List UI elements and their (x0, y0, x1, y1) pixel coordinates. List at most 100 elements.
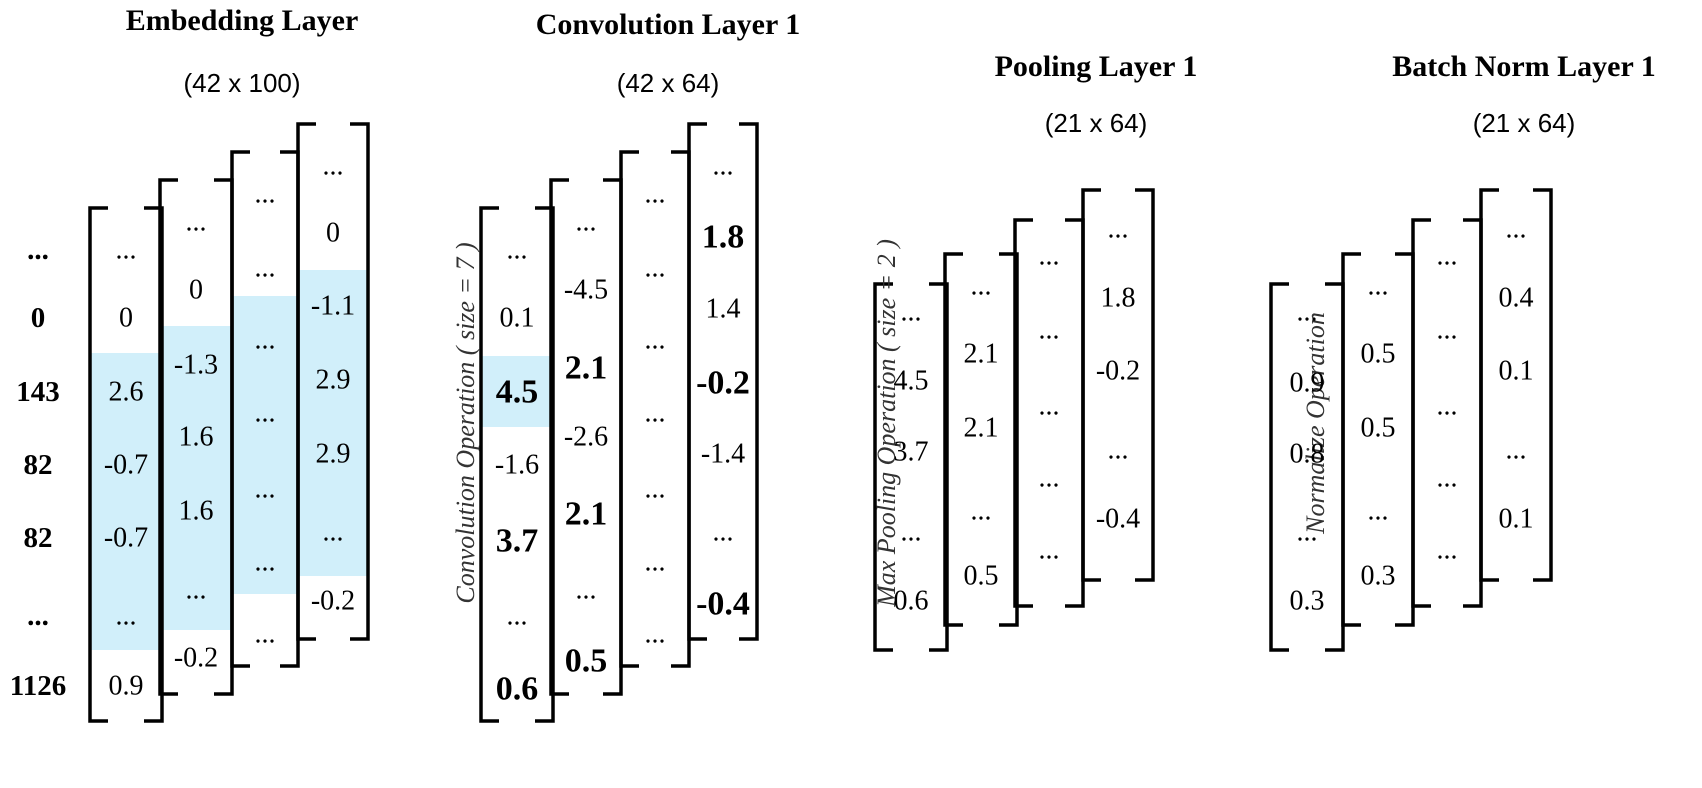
matrix-cell: 0 (189, 275, 203, 306)
matrix-cell: -0.7 (104, 523, 148, 554)
matrix-cell: 2.9 (316, 365, 351, 396)
matrix-cell: ... (255, 179, 276, 210)
matrix-cell: 0.9 (1290, 368, 1325, 399)
matrix-cell: -1.3 (174, 350, 218, 381)
matrix-cell: 1.8 (1101, 283, 1136, 314)
layer-title-convolution: Convolution Layer 1 (536, 8, 800, 41)
matrix-cell: ... (255, 398, 276, 429)
matrix-cell: 0.6 (496, 671, 539, 708)
matrix-cell: ... (255, 474, 276, 505)
matrix-cell: ... (1039, 315, 1060, 346)
matrix-cell: ... (645, 253, 666, 284)
matrix-cell: 0.4 (1499, 283, 1534, 314)
layer-title-pooling: Pooling Layer 1 (995, 50, 1198, 83)
row-id-label: 1126 (10, 670, 66, 702)
pooling-column-4-bracket (1081, 188, 1155, 582)
row-id-label: 82 (24, 449, 53, 481)
matrix-cell: ... (186, 207, 207, 238)
matrix-cell: 0 (119, 303, 133, 334)
cell-text-layer: ... 0 143 82 82... 1126... 0 2.6 -0.7 -0.7... 0.9.… (10, 151, 1534, 708)
matrix-cell: 0.3 (1361, 561, 1396, 592)
matrix-cell: 3.7 (496, 523, 539, 560)
matrix-cell: ... (116, 601, 137, 632)
highlight-region (481, 356, 553, 427)
matrix-cell: ... (323, 517, 344, 548)
matrix-cell: ... (576, 575, 597, 606)
embedding-column-1-bracket (88, 206, 164, 723)
matrix-cell: 2.1 (964, 339, 999, 370)
matrix-cell: 0.5 (565, 643, 608, 680)
matrix-cell: ... (1368, 496, 1389, 527)
layer-title-batchnorm: Batch Norm Layer 1 (1392, 50, 1656, 83)
matrix-cell: 2.1 (964, 413, 999, 444)
row-id-label: ... (27, 234, 49, 266)
matrix-cell: 4.5 (894, 366, 929, 397)
bracket-layer (88, 122, 1553, 723)
matrix-cell: 1.6 (179, 422, 214, 453)
matrix-cell: 1.6 (179, 496, 214, 527)
matrix-cell: ... (901, 517, 922, 548)
matrix-cell: ... (255, 547, 276, 578)
matrix-cell: ... (1437, 315, 1458, 346)
matrix-cell: -0.7 (104, 450, 148, 481)
operation-label-normalize: Normalize Operation (1301, 312, 1330, 535)
matrix-cell: ... (1039, 391, 1060, 422)
matrix-cell: 0.5 (1361, 339, 1396, 370)
matrix-cell: 4.5 (496, 374, 539, 411)
matrix-cell: -0.4 (1096, 504, 1140, 535)
matrix-cell: ... (255, 325, 276, 356)
row-id-label: ... (27, 600, 49, 632)
row-id-label: 82 (24, 522, 53, 554)
matrix-cell: ... (1437, 241, 1458, 272)
matrix-cell: ... (1437, 535, 1458, 566)
convolution-column-4-bracket (687, 122, 759, 641)
matrix-cell: 2.6 (109, 377, 144, 408)
matrix-cell: -1.4 (701, 439, 745, 470)
row-id-label: 0 (31, 302, 46, 334)
matrix-cell: 0.5 (1361, 413, 1396, 444)
matrix-cell: ... (645, 474, 666, 505)
matrix-cell: ... (116, 235, 137, 266)
matrix-cell: ... (1297, 517, 1318, 548)
embedding-column-4-bracket (296, 122, 370, 641)
matrix-cell: ... (1506, 214, 1527, 245)
matrix-cell: ... (1297, 297, 1318, 328)
matrix-cell: ... (1039, 535, 1060, 566)
highlight-region (90, 353, 162, 650)
highlight-layer (90, 270, 553, 650)
matrix-cell: -1.6 (495, 450, 539, 481)
matrix-cell: -0.2 (1096, 356, 1140, 387)
highlight-region (298, 270, 368, 576)
matrix-cell: 0.1 (1499, 356, 1534, 387)
matrix-cell: ... (645, 398, 666, 429)
highlight-region (160, 326, 232, 630)
matrix-cell: ... (901, 297, 922, 328)
matrix-cell: ... (255, 619, 276, 650)
layer-dims-convolution: (42 x 64) (617, 68, 720, 98)
matrix-cell: -1.1 (311, 291, 355, 322)
matrix-cell: ... (1108, 435, 1129, 466)
matrix-cell: ... (1039, 463, 1060, 494)
matrix-cell: ... (323, 151, 344, 182)
layer-dims-pooling: (21 x 64) (1045, 108, 1148, 138)
matrix-cell: -0.2 (696, 365, 750, 402)
matrix-cell: 0.9 (109, 671, 144, 702)
matrix-cell: ... (1039, 241, 1060, 272)
matrix-cell: 0.8 (1290, 439, 1325, 470)
matrix-cell: 1.8 (702, 219, 745, 256)
matrix-cell: 0.5 (964, 561, 999, 592)
matrix-cell: ... (645, 179, 666, 210)
matrix-cell: 0.1 (1499, 504, 1534, 535)
matrix-cell: ... (1108, 214, 1129, 245)
matrix-cell: ... (713, 517, 734, 548)
matrix-cell: -0.4 (696, 586, 750, 623)
matrix-cell: ... (645, 619, 666, 650)
matrix-cell: ... (971, 271, 992, 302)
matrix-cell: ... (255, 253, 276, 284)
matrix-cell: ... (1368, 271, 1389, 302)
highlight-region (232, 296, 298, 594)
matrix-cell: ... (576, 207, 597, 238)
matrix-cell: 0 (326, 218, 340, 249)
matrix-cell: ... (645, 325, 666, 356)
